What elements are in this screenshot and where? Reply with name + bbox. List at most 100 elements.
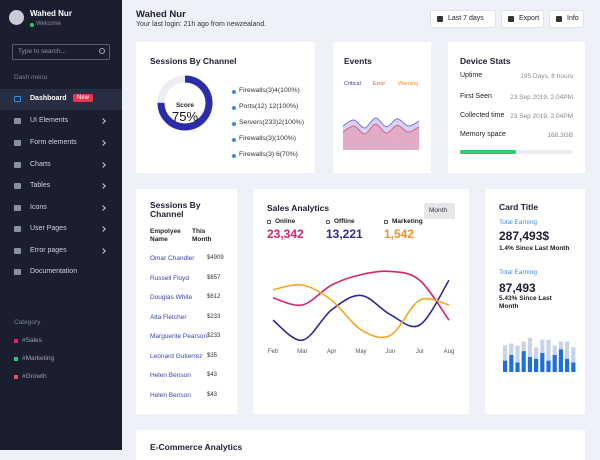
bar-segment [571, 347, 576, 363]
events-chart [343, 117, 419, 150]
stat-icon [326, 220, 330, 224]
sidebar: Wahed Nur Welcome Type to search... Dash me… [0, 0, 122, 450]
channel-item: Servers(233)2(100%) [239, 119, 304, 126]
bar-segment [509, 354, 514, 372]
menu-icon [14, 269, 21, 275]
bar-segment [565, 341, 570, 359]
stat-label: Memory space [460, 131, 506, 138]
card-title: Device Stats [460, 56, 511, 66]
bar-segment [546, 339, 551, 361]
employee-name: Omar Chandler [150, 255, 195, 262]
menu-item[interactable]: Tables [0, 176, 122, 197]
category-swatch [14, 375, 18, 379]
bar-segment [527, 337, 532, 357]
card-title: E-Commerce Analytics [150, 442, 243, 452]
stat-icon [384, 220, 388, 224]
stat-value: 23 Sep 2019, 2.04PM [510, 112, 573, 120]
menu-item[interactable]: Documentation [0, 262, 122, 283]
avatar [9, 10, 24, 25]
bullet [232, 154, 236, 158]
employee-name: Marguerite Pearson [150, 333, 208, 340]
menu-item[interactable]: Charts [0, 155, 122, 176]
metric-label: Total Earning [499, 219, 537, 226]
bar-segment [521, 341, 526, 352]
card-title: Sales Analytics [267, 203, 330, 213]
earning-bars [503, 337, 576, 372]
x-tick-label: Apr [327, 349, 336, 355]
menu-item[interactable]: User Pages [0, 219, 122, 240]
search-icon [99, 48, 105, 54]
card-title: Sessions By Channel [150, 200, 201, 219]
bar-segment [534, 358, 539, 372]
button-label: Info [567, 15, 579, 22]
menu-item[interactable]: Error pages [0, 241, 122, 262]
main: Wahed Nur Your last login: 21h ago from n… [136, 9, 585, 460]
score-value: 75% [172, 109, 198, 124]
header-title: Wahed Nur [136, 9, 186, 20]
bullet [232, 122, 236, 126]
employee-name: Douglas White [150, 294, 193, 301]
menu-label: Charts [30, 161, 51, 168]
stat-label: Offline [334, 218, 355, 225]
bar-segment [503, 360, 508, 372]
bullet [232, 106, 236, 110]
employee-amount: $43 [207, 372, 218, 378]
score-label: Score [176, 102, 194, 109]
page: Wahed Nur Welcome Type to search... Dash me… [0, 0, 585, 460]
menu-item[interactable]: Icons [0, 198, 122, 219]
menu-icon [14, 96, 21, 102]
channel-item: Ports(12) 12(100%) [239, 103, 299, 110]
channel-item: Firewalls(3)4(100%) [239, 87, 300, 94]
bullet [232, 90, 236, 94]
stat-icon [267, 220, 271, 224]
bar-segment [558, 349, 563, 372]
metric-value: 287,493$ [499, 229, 550, 243]
menu-item[interactable]: Dashboard New [0, 89, 122, 110]
header-button[interactable]: Export [501, 10, 544, 28]
stat-value: 13,221 [326, 227, 363, 241]
menu-label: Form elements [30, 139, 77, 146]
bar-segment [515, 362, 520, 372]
search-box[interactable]: Type to search... [12, 44, 110, 60]
month-button[interactable]: Month [424, 203, 455, 219]
sales-line [272, 270, 450, 321]
menu-icon [14, 226, 21, 232]
ecommerce-card: E-Commerce Analytics [136, 430, 585, 460]
status: Welcome [36, 21, 61, 27]
bullet [232, 138, 236, 142]
menu-label: UI Elements [30, 117, 69, 124]
header-button[interactable]: Info [549, 10, 584, 28]
employee-amount: $233 [207, 313, 221, 320]
device-card: Device Stats Uptime 195 Days, 8 hours First… [448, 42, 585, 173]
legend-item: Critical [344, 81, 361, 87]
employee-card: Sessions By Channel Empolyee Name This Mon… [136, 189, 237, 414]
stat-value: 195 Days, 8 hours [520, 72, 573, 80]
bar-segment [503, 345, 508, 361]
stat-label: Uptime [460, 72, 483, 79]
column-header: This Month [192, 228, 212, 243]
metric-change: 1.4% Since Last Month [499, 245, 570, 252]
bar-segment [552, 354, 557, 372]
stat-label: Online [275, 218, 296, 225]
header-button[interactable]: Last 7 days [430, 10, 496, 28]
menu-badge: New [73, 94, 94, 102]
category-swatch [14, 357, 18, 361]
bar-segment [558, 341, 563, 350]
sales-line [272, 279, 450, 342]
progress-fill [460, 150, 516, 154]
menu-item[interactable]: UI Elements [0, 111, 122, 132]
menu-item[interactable]: Form elements [0, 133, 122, 154]
menu-label: Error pages [30, 247, 67, 254]
sales-chart: Feb Mar Apr May Jun Jul Aug [268, 270, 454, 355]
legend-item: Warning [398, 81, 419, 87]
bar-segment [571, 362, 576, 372]
stat-label: Marketing [392, 218, 423, 225]
category-label: #Growth [22, 373, 47, 380]
card-title: Card Title [499, 202, 539, 212]
sales-line [272, 283, 450, 339]
menu-label: Tables [30, 182, 51, 189]
metric-value: 87,493 [499, 281, 536, 295]
category-heading: Category [14, 319, 41, 326]
x-tick-label: Jul [416, 349, 424, 355]
stat-value: 168.3GB [547, 131, 573, 139]
